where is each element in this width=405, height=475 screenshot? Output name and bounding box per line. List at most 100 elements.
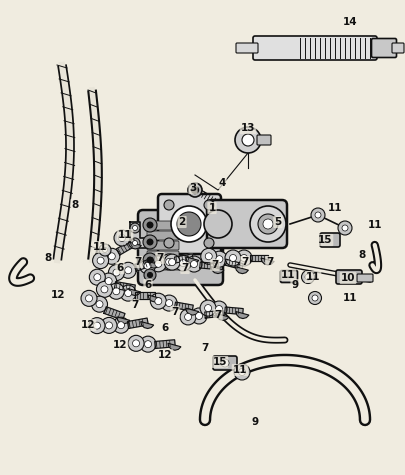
Circle shape (242, 134, 254, 146)
FancyBboxPatch shape (147, 251, 179, 260)
Polygon shape (128, 242, 141, 249)
Circle shape (105, 277, 112, 285)
Circle shape (144, 262, 151, 269)
Circle shape (235, 127, 261, 153)
Circle shape (143, 253, 157, 267)
Text: 9: 9 (252, 417, 258, 427)
Text: 9: 9 (292, 280, 298, 290)
Polygon shape (135, 292, 155, 298)
Circle shape (164, 254, 180, 270)
Polygon shape (216, 314, 229, 321)
Circle shape (101, 317, 117, 333)
Circle shape (263, 219, 273, 229)
Circle shape (204, 238, 214, 248)
Circle shape (161, 254, 177, 270)
FancyBboxPatch shape (213, 356, 237, 370)
Circle shape (109, 265, 124, 281)
Circle shape (191, 308, 207, 324)
Circle shape (155, 298, 162, 304)
Circle shape (114, 230, 130, 246)
FancyBboxPatch shape (158, 194, 221, 254)
Circle shape (96, 301, 103, 308)
Polygon shape (147, 261, 160, 268)
Polygon shape (148, 295, 161, 302)
FancyBboxPatch shape (320, 233, 340, 247)
Polygon shape (186, 257, 199, 264)
Circle shape (139, 258, 156, 274)
Circle shape (140, 336, 156, 352)
Circle shape (143, 218, 157, 232)
Text: 11: 11 (306, 272, 320, 282)
Circle shape (89, 318, 105, 333)
Polygon shape (128, 318, 148, 328)
Polygon shape (205, 311, 223, 318)
Text: 7: 7 (131, 300, 139, 310)
Text: 8: 8 (45, 253, 51, 263)
Circle shape (175, 255, 191, 271)
Polygon shape (155, 340, 175, 349)
Circle shape (108, 283, 124, 299)
Text: 7: 7 (201, 343, 209, 353)
Circle shape (94, 274, 101, 281)
Text: 7: 7 (181, 263, 189, 273)
Circle shape (117, 322, 124, 329)
Circle shape (120, 262, 136, 278)
Circle shape (164, 238, 174, 248)
Circle shape (92, 296, 107, 312)
Circle shape (241, 255, 247, 262)
Circle shape (99, 244, 111, 256)
Circle shape (211, 251, 227, 267)
Circle shape (225, 250, 241, 266)
Circle shape (188, 183, 202, 197)
Text: 6: 6 (161, 323, 168, 333)
Circle shape (315, 212, 321, 218)
Circle shape (338, 221, 352, 235)
Text: 1: 1 (209, 203, 215, 213)
Polygon shape (168, 343, 181, 350)
Text: 3: 3 (190, 183, 196, 193)
Text: 7: 7 (171, 307, 179, 317)
Circle shape (166, 300, 173, 306)
FancyBboxPatch shape (147, 221, 179, 230)
Polygon shape (116, 239, 137, 255)
Circle shape (168, 258, 176, 266)
Polygon shape (261, 258, 274, 265)
Text: 11: 11 (233, 365, 247, 375)
Circle shape (164, 200, 174, 210)
Text: 12: 12 (81, 320, 95, 330)
Text: 8: 8 (71, 200, 79, 210)
FancyBboxPatch shape (236, 43, 258, 53)
Circle shape (101, 273, 117, 289)
FancyBboxPatch shape (147, 261, 179, 270)
Text: 7: 7 (134, 257, 142, 267)
Circle shape (171, 206, 207, 242)
Circle shape (311, 208, 325, 222)
Circle shape (186, 256, 202, 272)
Circle shape (130, 223, 140, 233)
Polygon shape (175, 254, 193, 263)
Circle shape (144, 269, 156, 281)
Circle shape (177, 212, 201, 236)
Text: 11: 11 (118, 230, 132, 240)
FancyBboxPatch shape (253, 36, 377, 60)
Circle shape (125, 267, 132, 274)
Text: 6: 6 (144, 280, 151, 290)
Text: 8: 8 (358, 250, 366, 260)
Text: 15: 15 (213, 357, 227, 367)
Circle shape (150, 293, 166, 309)
FancyBboxPatch shape (147, 231, 179, 240)
Text: 11: 11 (343, 293, 357, 303)
Circle shape (113, 288, 120, 295)
Circle shape (258, 214, 278, 234)
Circle shape (147, 273, 152, 277)
Text: 7: 7 (156, 253, 164, 263)
Polygon shape (211, 266, 224, 274)
Circle shape (180, 309, 196, 325)
Circle shape (192, 187, 198, 193)
Circle shape (234, 364, 250, 380)
Circle shape (85, 295, 92, 302)
Circle shape (305, 274, 311, 280)
Circle shape (221, 359, 229, 367)
Circle shape (93, 253, 109, 268)
Circle shape (185, 314, 192, 321)
